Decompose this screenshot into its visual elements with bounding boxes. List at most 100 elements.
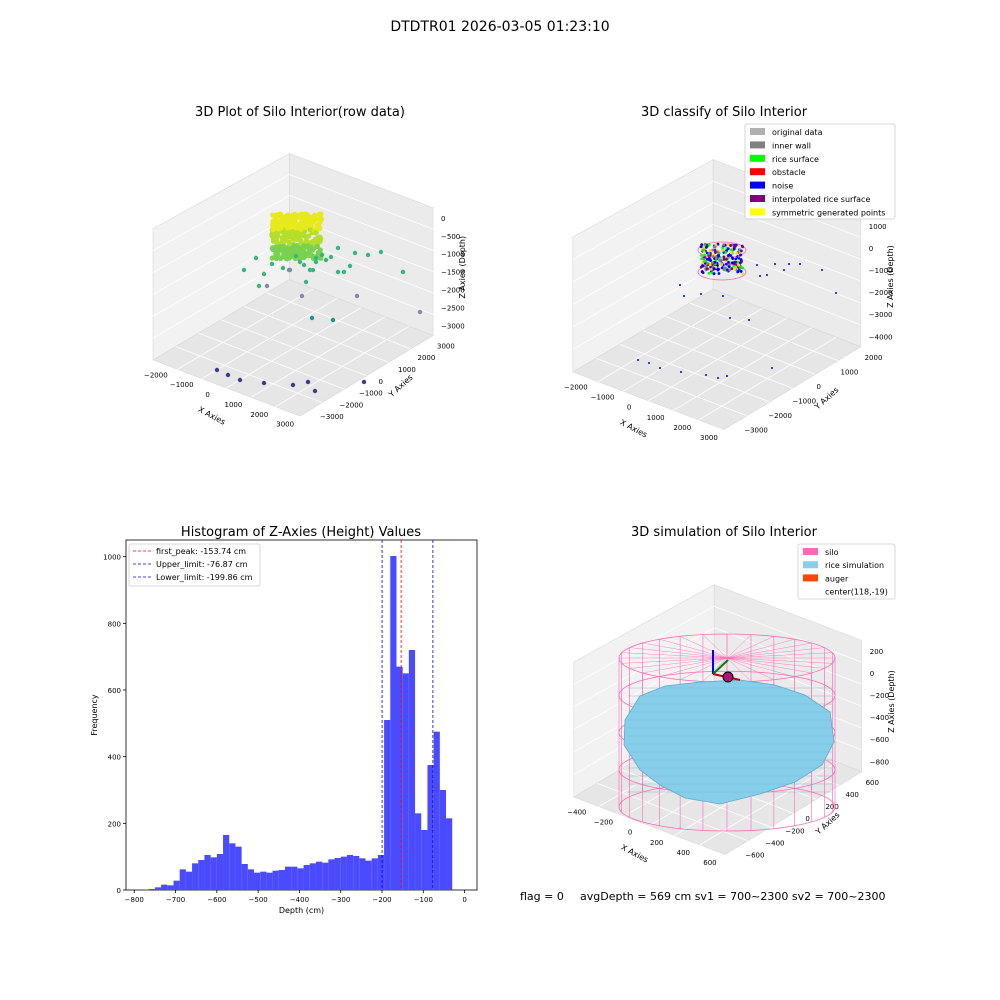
raw-gridline xyxy=(289,195,434,251)
raw-point xyxy=(286,267,292,273)
sim-gridline xyxy=(573,627,715,708)
histogram-bar xyxy=(154,887,162,890)
cls-x-tick-label: −2000 xyxy=(564,383,588,391)
cls-legend-label: inner wall xyxy=(772,141,811,150)
raw-point xyxy=(292,235,299,241)
raw-point xyxy=(341,269,347,275)
cls-point xyxy=(734,260,738,264)
footer-stats: avgDepth = 569 cm sv1 = 700~2300 sv2 = 7… xyxy=(580,890,886,903)
cls-point xyxy=(700,257,704,261)
cls-x-tick-label: 0 xyxy=(627,404,631,412)
cls-gridline xyxy=(572,180,714,260)
cls-point xyxy=(705,245,708,249)
sim-z-tick-label: −800 xyxy=(870,758,889,766)
raw-point xyxy=(277,219,283,225)
sim-y-axis-label: Y Axies xyxy=(813,810,841,837)
raw-y-tick-label: 0 xyxy=(379,378,383,386)
cls-gridline xyxy=(572,202,714,283)
raw-point xyxy=(352,250,358,256)
histogram-bar xyxy=(346,855,354,890)
histogram-x-tick-label: −500 xyxy=(249,896,268,904)
raw-gridline xyxy=(289,258,434,315)
raw-z-tick-label: −500 xyxy=(441,233,460,241)
raw-point xyxy=(261,380,267,386)
histogram-bar xyxy=(359,858,366,890)
sim-silo-spoke xyxy=(726,634,752,659)
raw-point xyxy=(307,227,313,233)
histogram-title: Histogram of Z-Axies (Height) Values xyxy=(181,525,421,540)
sim-z-tick-label: 0 xyxy=(870,670,874,678)
histogram-bar xyxy=(291,866,298,890)
histogram-bar xyxy=(353,856,360,890)
cls-point xyxy=(702,257,706,261)
cls-point xyxy=(713,245,717,249)
sim-silo-spoke xyxy=(702,657,728,682)
cls-noise-point xyxy=(705,374,707,376)
raw-point xyxy=(312,237,318,243)
raw-point xyxy=(303,279,309,285)
raw-point xyxy=(312,230,318,236)
histogram-bar xyxy=(260,871,267,890)
cls-point xyxy=(699,245,703,249)
cls-noise-point xyxy=(679,284,681,286)
cls-legend-label: original data xyxy=(772,128,823,137)
raw-point xyxy=(280,265,286,271)
raw-point xyxy=(323,257,329,263)
cls-point xyxy=(707,251,711,255)
raw-point xyxy=(274,244,280,250)
cls-noise-point xyxy=(783,269,785,271)
raw-gridline xyxy=(152,258,290,339)
cls-point xyxy=(740,260,744,263)
cls-y-tick-label: 2000 xyxy=(865,354,883,362)
cls-point xyxy=(741,266,745,270)
sim-silo-spoke xyxy=(629,657,728,669)
raw-point xyxy=(318,215,324,221)
sim-silo-spoke xyxy=(629,647,728,659)
sim-silo-spoke xyxy=(726,657,825,669)
cls-gridline xyxy=(572,224,714,305)
histogram-x-tick-label: −200 xyxy=(372,896,391,904)
sim-z-tick-label: −200 xyxy=(870,692,889,700)
histogram-legend-box xyxy=(128,543,261,587)
cls-point xyxy=(724,257,728,261)
cls-point xyxy=(702,259,706,263)
cls-noise-point xyxy=(799,263,801,265)
figure-suptitle: DTDTR01 2026-03-05 01:23:10 xyxy=(390,19,609,35)
raw-x-tick-label: −1000 xyxy=(170,381,194,389)
histogram-bar xyxy=(223,835,230,890)
cls-noise-point xyxy=(788,263,790,265)
sim-legend-label: rice simulation xyxy=(825,561,884,570)
cls-gridline xyxy=(713,267,861,326)
raw-z-tick-label: −1500 xyxy=(441,269,465,277)
raw-point xyxy=(269,261,275,267)
cls-x-axis-label: X Axies xyxy=(618,418,648,440)
cls-gridline xyxy=(698,336,837,421)
raw-z-axis-label: Z Axies (Depth) xyxy=(458,236,467,299)
cls-z-axis-label: Z Axies (Depth) xyxy=(886,245,895,308)
cls-point xyxy=(741,272,745,276)
histogram-bar xyxy=(446,818,453,890)
cls-point xyxy=(730,267,734,271)
raw-point xyxy=(285,234,291,240)
sim-y-tick-label: −200 xyxy=(785,827,804,835)
sim-gridline xyxy=(573,605,715,685)
histogram-y-axis-label: Frequency xyxy=(90,694,99,736)
histogram-bar xyxy=(340,856,347,890)
cls-legend-label: interpolated rice surface xyxy=(772,195,870,204)
cls-point xyxy=(707,243,711,247)
cls-z-tick-label: −3000 xyxy=(869,311,893,319)
cls-z-tick-label: −4000 xyxy=(869,333,893,341)
raw-point xyxy=(330,317,336,323)
raw-point xyxy=(316,225,323,231)
cls-point xyxy=(717,254,721,258)
histogram-bar xyxy=(266,872,273,890)
sim-silo-spoke xyxy=(659,639,728,659)
cls-point xyxy=(738,266,742,270)
cls-z-tick-label: −2000 xyxy=(869,289,893,297)
raw-gridline xyxy=(152,237,290,317)
cls-point xyxy=(702,248,706,252)
histogram-y-tick-label: 0 xyxy=(117,887,121,895)
sim-y-tick-label: 600 xyxy=(866,779,879,787)
cls-point xyxy=(727,260,730,264)
cls-point xyxy=(701,264,705,268)
